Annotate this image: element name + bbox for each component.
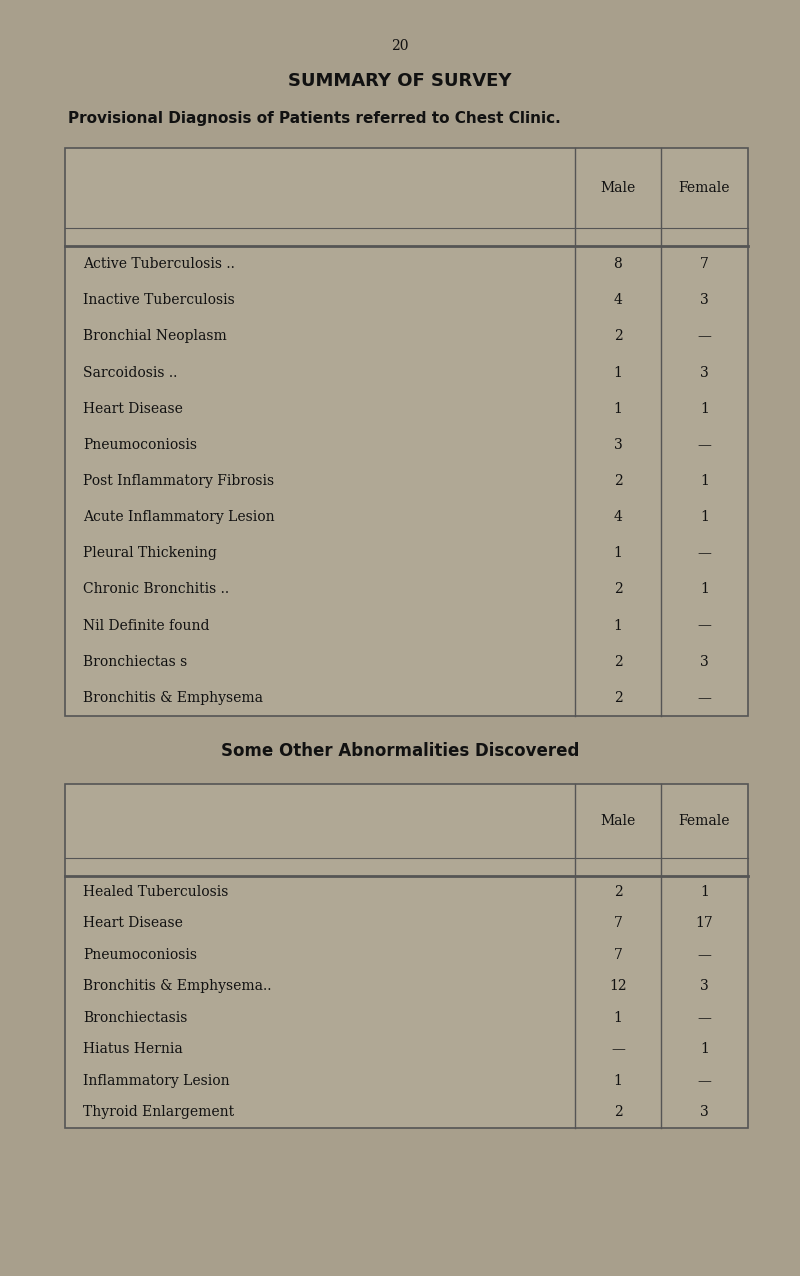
Text: Female: Female	[678, 181, 730, 195]
Text: Provisional Diagnosis of Patients referred to Chest Clinic.: Provisional Diagnosis of Patients referr…	[68, 111, 561, 125]
Text: 2: 2	[614, 690, 622, 704]
Text: —: —	[698, 948, 711, 962]
Text: 1: 1	[700, 510, 709, 524]
Text: 2: 2	[614, 655, 622, 669]
Text: Post Inflammatory Fibrosis: Post Inflammatory Fibrosis	[83, 473, 274, 487]
Text: 20: 20	[391, 40, 409, 54]
Text: 1: 1	[614, 1011, 622, 1025]
Text: Bronchiectas s: Bronchiectas s	[83, 655, 187, 669]
Text: 3: 3	[614, 438, 622, 452]
Text: Chronic Bronchitis ..: Chronic Bronchitis ..	[83, 582, 229, 596]
Text: 8: 8	[614, 256, 622, 271]
Text: Bronchial Neoplasm: Bronchial Neoplasm	[83, 329, 226, 343]
Text: 2: 2	[614, 582, 622, 596]
Text: 2: 2	[614, 473, 622, 487]
Text: 7: 7	[614, 916, 622, 930]
Text: Active Tuberculosis ..: Active Tuberculosis ..	[83, 256, 235, 271]
Text: 12: 12	[609, 979, 627, 993]
Text: —: —	[698, 438, 711, 452]
Text: 1: 1	[614, 546, 622, 560]
Text: Inactive Tuberculosis: Inactive Tuberculosis	[83, 293, 234, 308]
Text: SUMMARY OF SURVEY: SUMMARY OF SURVEY	[288, 71, 512, 91]
Text: 1: 1	[700, 1042, 709, 1057]
Text: Heart Disease: Heart Disease	[83, 402, 183, 416]
Text: 2: 2	[614, 1105, 622, 1119]
Text: 3: 3	[700, 293, 709, 308]
Text: —: —	[698, 1011, 711, 1025]
Text: Pneumoconiosis: Pneumoconiosis	[83, 438, 197, 452]
Text: 7: 7	[614, 948, 622, 962]
Text: Healed Tuberculosis: Healed Tuberculosis	[83, 884, 228, 898]
Text: 1: 1	[614, 402, 622, 416]
Text: 1: 1	[700, 473, 709, 487]
Text: 1: 1	[614, 619, 622, 633]
Text: Pneumoconiosis: Pneumoconiosis	[83, 948, 197, 962]
Text: —: —	[698, 329, 711, 343]
Text: Heart Disease: Heart Disease	[83, 916, 183, 930]
Text: 3: 3	[700, 365, 709, 379]
Text: Some Other Abnormalities Discovered: Some Other Abnormalities Discovered	[221, 743, 579, 760]
Text: 1: 1	[614, 365, 622, 379]
Text: Sarcoidosis ..: Sarcoidosis ..	[83, 365, 178, 379]
Text: 3: 3	[700, 979, 709, 993]
Text: Thyroid Enlargement: Thyroid Enlargement	[83, 1105, 234, 1119]
Bar	[65, 148, 748, 716]
Text: 2: 2	[614, 329, 622, 343]
Text: —: —	[611, 1042, 625, 1057]
Text: —: —	[698, 1073, 711, 1087]
Text: 1: 1	[700, 884, 709, 898]
Text: Acute Inflammatory Lesion: Acute Inflammatory Lesion	[83, 510, 274, 524]
Text: 3: 3	[700, 1105, 709, 1119]
Text: Nil Definite found: Nil Definite found	[83, 619, 210, 633]
Text: 1: 1	[700, 402, 709, 416]
Text: 2: 2	[614, 884, 622, 898]
Text: Male: Male	[600, 181, 636, 195]
Text: —: —	[698, 690, 711, 704]
Text: Bronchitis & Emphysema: Bronchitis & Emphysema	[83, 690, 263, 704]
Text: Pleural Thickening: Pleural Thickening	[83, 546, 217, 560]
Text: —: —	[698, 546, 711, 560]
Text: Bronchitis & Emphysema..: Bronchitis & Emphysema..	[83, 979, 271, 993]
Text: 17: 17	[696, 916, 714, 930]
Text: 7: 7	[700, 256, 709, 271]
Bar	[65, 783, 748, 1128]
Text: 4: 4	[614, 510, 622, 524]
Text: 1: 1	[614, 1073, 622, 1087]
Text: Bronchiectasis: Bronchiectasis	[83, 1011, 187, 1025]
Text: Hiatus Hernia: Hiatus Hernia	[83, 1042, 182, 1057]
Text: Male: Male	[600, 814, 636, 828]
Text: 4: 4	[614, 293, 622, 308]
Text: 3: 3	[700, 655, 709, 669]
Text: —: —	[698, 619, 711, 633]
Text: Female: Female	[678, 814, 730, 828]
Text: 1: 1	[700, 582, 709, 596]
Text: Inflammatory Lesion: Inflammatory Lesion	[83, 1073, 230, 1087]
